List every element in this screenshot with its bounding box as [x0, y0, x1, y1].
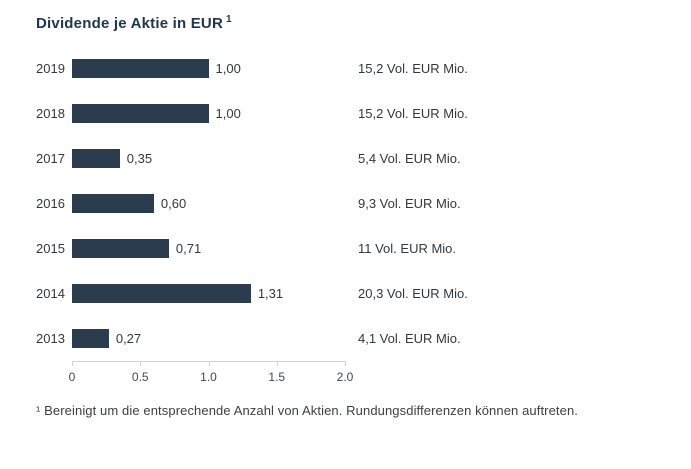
- footnote: ¹ Bereinigt um die entsprechende Anzahl …: [36, 403, 579, 418]
- year-label: 2015: [36, 241, 65, 256]
- bar: [72, 329, 109, 348]
- plot-area: 1,00: [72, 59, 345, 78]
- x-tick-label: 1.5: [268, 370, 286, 384]
- chart-title-text: Dividende je Aktie in EUR: [36, 15, 223, 32]
- x-tick-mark: [72, 361, 73, 366]
- year-label: 2013: [36, 331, 65, 346]
- x-tick-mark: [276, 361, 278, 366]
- plot-area: 1,31: [72, 284, 345, 303]
- year-label: 2017: [36, 151, 65, 166]
- plot-area: 0,35: [72, 149, 345, 168]
- chart-row: 2019 1,00 15,2 Vol. EUR Mio.: [36, 46, 671, 91]
- x-tick-label: 1.0: [200, 370, 217, 384]
- chart-row: 2016 0,60 9,3 Vol. EUR Mio.: [36, 181, 671, 226]
- chart-row: 2018 1,00 15,2 Vol. EUR Mio.: [36, 91, 671, 136]
- volume-label: 20,3 Vol. EUR Mio.: [358, 286, 468, 301]
- plot-area: 1,00: [72, 104, 345, 123]
- chart-row: 2014 1,31 20,3 Vol. EUR Mio.: [36, 271, 671, 316]
- plot-area: 0,60: [72, 194, 345, 213]
- chart-row: 2013 0,27 4,1 Vol. EUR Mio.: [36, 316, 671, 361]
- value-label: 1,00: [215, 106, 241, 121]
- value-label: 0,60: [160, 196, 187, 211]
- bar: [72, 149, 120, 168]
- year-label: 2019: [36, 61, 65, 76]
- chart-row: 2015 0,71 11 Vol. EUR Mio.: [36, 226, 671, 271]
- x-tick-mark: [140, 361, 142, 366]
- volume-label: 11 Vol. EUR Mio.: [358, 241, 457, 256]
- volume-label: 15,2 Vol. EUR Mio.: [358, 106, 468, 121]
- year-label: 2014: [36, 286, 65, 301]
- x-tick-mark: [208, 361, 210, 366]
- year-label: 2016: [36, 196, 65, 211]
- value-label: 1,00: [215, 61, 241, 76]
- year-label: 2018: [36, 106, 65, 121]
- volume-label: 15,2 Vol. EUR Mio.: [358, 61, 468, 76]
- x-axis: 0 0.5 1.0 1.5 2.0: [68, 361, 353, 387]
- volume-label: 5,4 Vol. EUR Mio.: [358, 151, 461, 166]
- bar: [72, 284, 251, 303]
- bar: [72, 194, 154, 213]
- x-tick-mark: [345, 361, 346, 366]
- bar-chart: 2019 1,00 15,2 Vol. EUR Mio. 2018 1,00 1…: [36, 46, 671, 361]
- value-label: 0,35: [126, 151, 153, 166]
- plot-area: 0,27: [72, 329, 345, 348]
- chart-row: 2017 0,35 5,4 Vol. EUR Mio.: [36, 136, 671, 181]
- bar: [72, 59, 209, 78]
- chart-title: Dividende je Aktie in EUR 1: [36, 14, 671, 32]
- value-label: 0,71: [175, 241, 202, 256]
- volume-label: 4,1 Vol. EUR Mio.: [358, 331, 461, 346]
- bar: [72, 239, 169, 258]
- x-tick-label: 2.0: [336, 370, 354, 384]
- chart-title-footnote-marker: 1: [226, 14, 232, 25]
- volume-label: 9,3 Vol. EUR Mio.: [358, 196, 461, 211]
- plot-area: 0,71: [72, 239, 345, 258]
- value-label: 1,31: [257, 286, 284, 301]
- bar: [72, 104, 209, 123]
- x-tick-label: 0: [68, 370, 76, 384]
- x-tick-label: 0.5: [131, 370, 149, 384]
- value-label: 0,27: [115, 331, 142, 346]
